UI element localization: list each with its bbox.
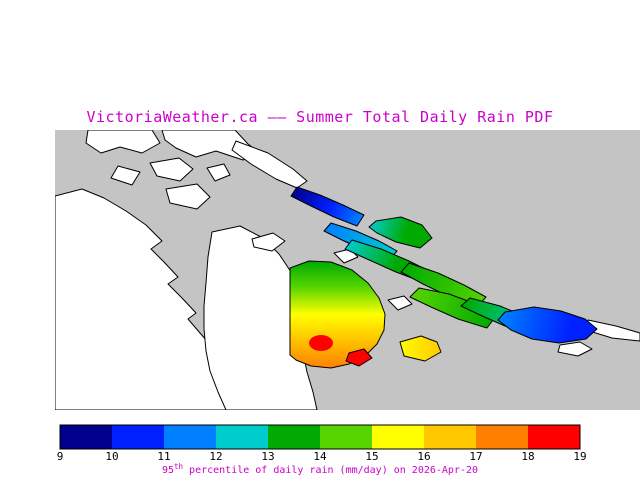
caption-rest: percentile of daily rain (mm/day) on 202… bbox=[189, 465, 478, 476]
colorbar-segment-3 bbox=[164, 425, 216, 449]
colorbar-segment-1 bbox=[60, 425, 112, 449]
island-northwest-a bbox=[85, 130, 161, 154]
caption-value: 95 bbox=[162, 465, 174, 476]
colorbar-tick-18: 18 bbox=[521, 450, 534, 463]
islet-1 bbox=[149, 157, 194, 182]
islet-7 bbox=[387, 295, 413, 311]
page-title: VictoriaWeather.ca —— Summer Total Daily… bbox=[86, 108, 553, 126]
colorbar-segment-4 bbox=[216, 425, 268, 449]
colorbar-tick-14: 14 bbox=[313, 450, 327, 463]
islet-3 bbox=[165, 183, 211, 210]
colorbar-caption: 95th percentile of daily rain (mm/day) on… bbox=[162, 462, 478, 476]
colorbar-tick-16: 16 bbox=[417, 450, 430, 463]
colorbar-segment-10 bbox=[528, 425, 580, 449]
colorbar-segment-2 bbox=[112, 425, 164, 449]
colorbar-tick-15: 15 bbox=[365, 450, 378, 463]
colorbar-segment-7 bbox=[372, 425, 424, 449]
colorbar-tick-11: 11 bbox=[157, 450, 170, 463]
colorbar: 9 10 11 12 13 14 15 16 17 18 19 bbox=[57, 424, 587, 463]
colorbar-tick-9: 9 bbox=[57, 450, 64, 463]
island-central-large bbox=[203, 225, 318, 410]
islet-4 bbox=[206, 163, 231, 182]
data-patch-blue-right bbox=[497, 306, 598, 344]
data-islet-red bbox=[345, 348, 373, 367]
colorbar-segment-8 bbox=[424, 425, 476, 449]
colorbar-tick-19: 19 bbox=[573, 450, 586, 463]
colorbar-segment-9 bbox=[476, 425, 528, 449]
colorbar-tick-17: 17 bbox=[469, 450, 482, 463]
colorbar-tick-13: 13 bbox=[261, 450, 274, 463]
rain-data-patches bbox=[289, 186, 598, 369]
islet-5 bbox=[251, 232, 286, 252]
data-islet-yellow bbox=[399, 335, 442, 362]
islet-2 bbox=[110, 165, 141, 186]
colorbar-frame bbox=[59, 424, 581, 450]
data-red-core bbox=[309, 335, 333, 351]
caption-superscript: th bbox=[174, 462, 183, 471]
data-blob-green-upper bbox=[368, 216, 433, 249]
colorbar-segment-5 bbox=[268, 425, 320, 449]
colorbar-tick-12: 12 bbox=[209, 450, 222, 463]
colorbar-segment-6 bbox=[320, 425, 372, 449]
data-strip-darkblue bbox=[290, 186, 365, 227]
islet-8 bbox=[557, 341, 593, 357]
data-strip-green-3 bbox=[409, 287, 497, 329]
colorbar-tick-10: 10 bbox=[105, 450, 118, 463]
